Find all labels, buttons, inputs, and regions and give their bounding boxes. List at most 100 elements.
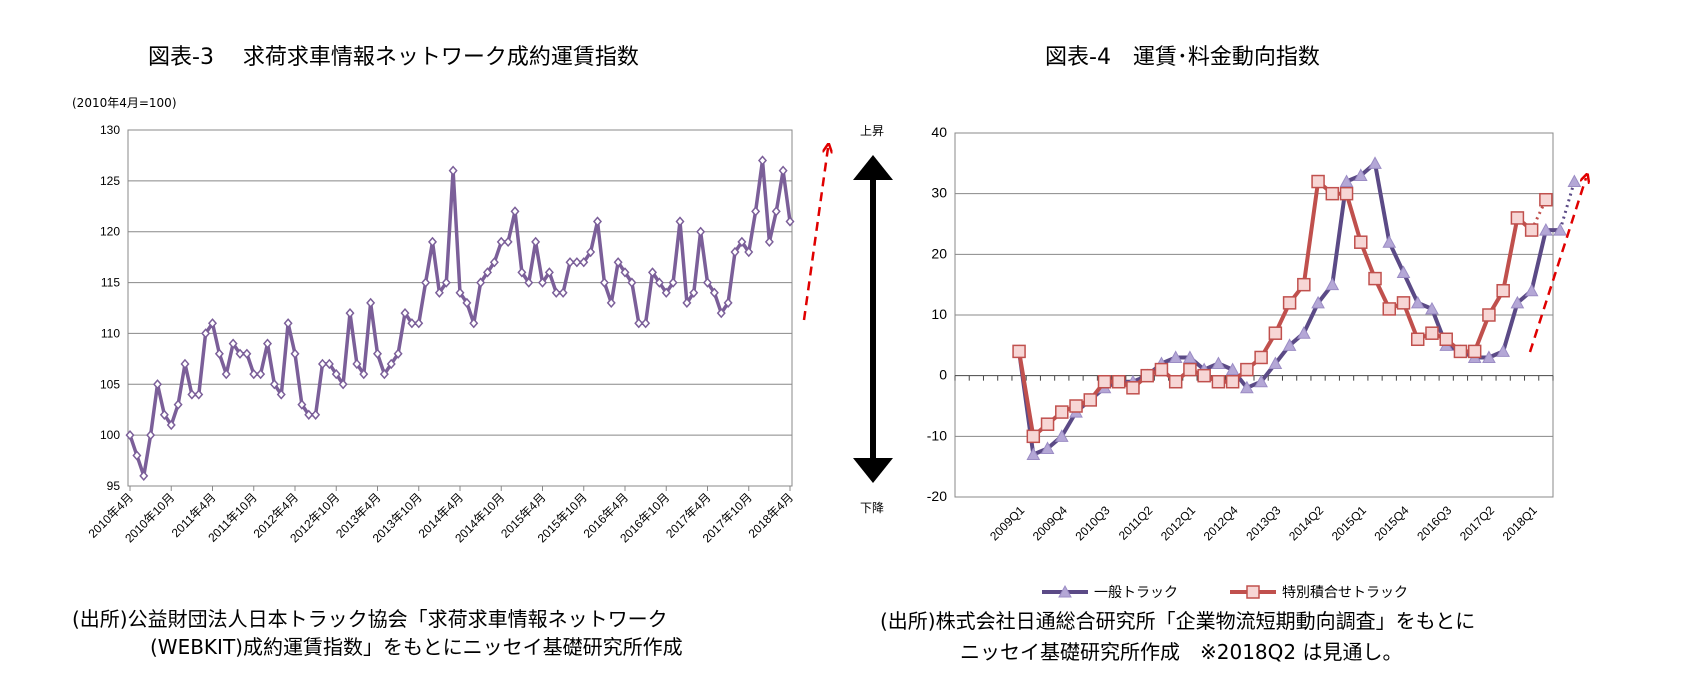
y-tick-label: 20 bbox=[931, 245, 947, 261]
data-point bbox=[785, 216, 795, 227]
data-point bbox=[159, 409, 169, 420]
data-point bbox=[180, 358, 190, 370]
y-tick-label: 100 bbox=[100, 428, 120, 442]
data-point bbox=[448, 165, 458, 176]
data-point bbox=[132, 450, 142, 461]
data-point-square bbox=[1097, 374, 1112, 389]
data-point bbox=[744, 246, 754, 258]
data-point bbox=[599, 277, 609, 288]
right-source-line-1: (出所)株式会社日通総合研究所「企業物流短期動向調査」をもとに bbox=[880, 609, 1475, 633]
x-tick-label: 2017Q2 bbox=[1457, 503, 1497, 543]
data-point-square bbox=[1111, 374, 1126, 389]
arrow-head-down bbox=[853, 458, 893, 483]
data-point-square bbox=[1524, 223, 1539, 237]
data-point bbox=[146, 430, 156, 441]
data-point-triangle bbox=[1410, 295, 1425, 309]
data-point-square bbox=[1496, 283, 1510, 298]
data-point-triangle bbox=[1311, 295, 1325, 309]
y-tick-label: -20 bbox=[927, 488, 947, 504]
data-point bbox=[510, 206, 520, 217]
data-point bbox=[620, 267, 630, 278]
data-point-triangle bbox=[1510, 295, 1525, 309]
x-tick-label: 2013Q3 bbox=[1243, 503, 1283, 543]
data-point-square bbox=[1183, 362, 1197, 377]
data-point bbox=[737, 236, 747, 248]
data-point bbox=[771, 206, 781, 217]
data-point bbox=[428, 236, 437, 248]
data-point-square bbox=[1368, 271, 1382, 286]
data-point-triangle bbox=[1325, 277, 1340, 291]
data-point bbox=[716, 307, 726, 319]
x-tick-label: 2010Q3 bbox=[1073, 503, 1113, 543]
data-point bbox=[689, 287, 699, 298]
data-point-triangle bbox=[1026, 447, 1041, 461]
data-point bbox=[373, 348, 382, 359]
data-point-square bbox=[1211, 374, 1226, 389]
data-point-triangle bbox=[1225, 362, 1240, 376]
left-source-line-1: (出所)公益財団法人日本トラック協会「求荷求車情報ネットワーク bbox=[72, 607, 668, 631]
x-tick-label: 2009Q4 bbox=[1030, 503, 1070, 543]
data-point bbox=[551, 287, 561, 298]
data-point-triangle bbox=[1353, 168, 1368, 181]
data-point bbox=[338, 379, 348, 390]
data-point bbox=[709, 287, 719, 298]
data-point-triangle bbox=[1240, 380, 1254, 394]
data-point bbox=[166, 419, 176, 431]
data-point-square bbox=[1012, 344, 1026, 359]
data-point bbox=[654, 277, 664, 288]
trend-arrow bbox=[1528, 178, 1586, 353]
x-tick-label: 2014Q2 bbox=[1286, 503, 1326, 543]
data-point bbox=[263, 338, 272, 349]
data-point bbox=[648, 267, 657, 278]
data-point-square bbox=[1339, 186, 1354, 201]
data-point-triangle bbox=[1054, 429, 1069, 442]
data-point-square bbox=[1240, 362, 1254, 377]
data-point bbox=[586, 246, 596, 258]
data-point bbox=[324, 358, 334, 370]
x-tick-label: 2009Q1 bbox=[987, 503, 1027, 543]
down-label: 下降 bbox=[860, 501, 884, 515]
data-point bbox=[290, 348, 300, 359]
data-point-square bbox=[1325, 186, 1340, 201]
data-point bbox=[345, 307, 355, 319]
data-point bbox=[503, 236, 513, 248]
legend-marker-triangle bbox=[1058, 584, 1072, 598]
data-point-triangle bbox=[1524, 283, 1539, 297]
data-point bbox=[283, 318, 293, 329]
data-point bbox=[696, 226, 706, 237]
data-point-square bbox=[1282, 296, 1297, 310]
data-point-square bbox=[1425, 326, 1439, 340]
data-point-square bbox=[1225, 374, 1240, 389]
data-point bbox=[538, 277, 547, 288]
data-point-square bbox=[1482, 308, 1496, 322]
data-point-square bbox=[1354, 235, 1368, 249]
forecast-segment bbox=[1558, 181, 1576, 231]
data-point bbox=[173, 399, 183, 410]
data-point bbox=[139, 470, 149, 481]
data-point bbox=[441, 277, 451, 288]
data-point bbox=[476, 277, 486, 288]
data-point-square bbox=[1453, 344, 1468, 359]
y-tick-label: 40 bbox=[931, 124, 947, 140]
data-point bbox=[778, 165, 788, 176]
data-point bbox=[194, 389, 204, 400]
data-point-triangle bbox=[1183, 350, 1197, 363]
data-point-triangle bbox=[1168, 350, 1183, 363]
data-point bbox=[304, 409, 314, 420]
data-point bbox=[187, 389, 197, 400]
right-chart-title: 図表-4 運賃･料金動向指数 bbox=[1045, 45, 1320, 70]
data-point-triangle bbox=[1482, 350, 1496, 363]
right-legend: 一般トラック 特別積合せトラック bbox=[1042, 584, 1408, 601]
data-point-square bbox=[1197, 368, 1211, 383]
data-point bbox=[455, 287, 465, 298]
data-point bbox=[153, 379, 162, 390]
data-point-triangle bbox=[1211, 356, 1226, 370]
data-point bbox=[565, 257, 575, 268]
data-point-triangle bbox=[1268, 356, 1283, 370]
legend-label: 特別積合せトラック bbox=[1282, 585, 1408, 601]
data-point bbox=[751, 206, 761, 217]
data-point-square bbox=[1311, 174, 1325, 189]
data-point bbox=[228, 338, 238, 349]
